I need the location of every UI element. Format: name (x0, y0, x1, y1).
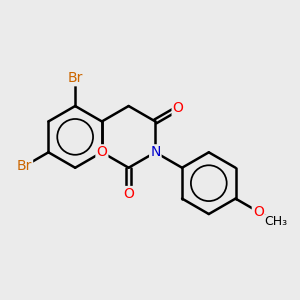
Text: N: N (150, 145, 161, 159)
Text: O: O (253, 205, 264, 219)
Text: Br: Br (68, 71, 83, 85)
Text: O: O (97, 145, 107, 159)
Text: O: O (123, 187, 134, 201)
Text: CH₃: CH₃ (264, 215, 287, 228)
Text: O: O (172, 101, 184, 115)
Text: Br: Br (17, 159, 32, 173)
